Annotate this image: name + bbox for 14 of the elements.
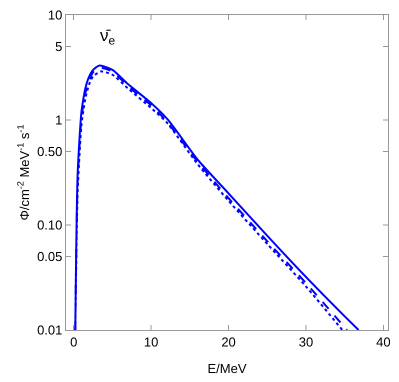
y-tick-label: 0.05	[37, 249, 62, 264]
x-tick-label: 0	[70, 334, 78, 350]
x-tick-label: 40	[376, 334, 391, 350]
y-tick-label: 0.50	[37, 144, 62, 160]
y-tick-label: 0.10	[37, 218, 62, 233]
x-tick-label: 20	[221, 334, 236, 350]
x-tick-label: 10	[144, 334, 158, 350]
x-axis-title: E/MeV	[207, 361, 247, 376]
y-tick-label: 1	[55, 112, 62, 128]
y-tick-label: 10	[48, 8, 62, 23]
x-tick-label: 30	[298, 334, 314, 350]
y-tick-label: 5	[55, 39, 62, 54]
y-tick-label: 0.01	[37, 322, 62, 338]
annotation: ν̄$_{e}$	[100, 26, 116, 48]
